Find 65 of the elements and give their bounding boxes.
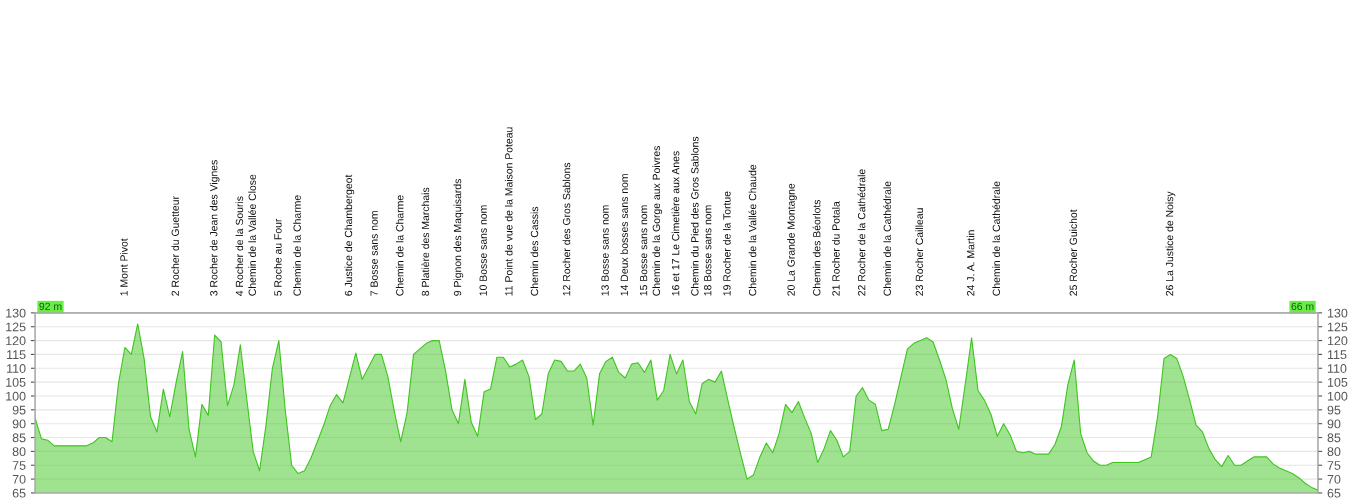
y2-tick-label: 110 — [1327, 364, 1347, 373]
y2-tick-label: 120 — [1327, 336, 1348, 346]
x-tick-label: 14 Deux bosses sans nom — [620, 174, 628, 296]
x-tick-label: 3 Rocher de Jean des Vignes — [209, 160, 220, 296]
y-tick-label: 80 — [12, 447, 26, 457]
x-tick-label: 22 Rocher de la Cathédrale — [857, 169, 866, 296]
text: 92 m — [39, 302, 62, 311]
x-tick-label: Chemin de la Cathédrale — [883, 181, 891, 296]
x-tick-label: 1 Mont Pivot — [120, 238, 128, 296]
y-tick-label: 90 — [12, 419, 26, 429]
x-tick-label: 15 Bosse sans nom — [639, 205, 648, 296]
x-tick-label: Chemin des Béorlots — [812, 199, 821, 296]
y2-tick-label: 75 — [1327, 461, 1341, 470]
y2-tick-label: 115 — [1327, 350, 1347, 360]
x-tick-label: Chemin de la Charme — [293, 195, 301, 296]
x-tick-label: Chemin de la Vallée Chaude — [748, 164, 757, 296]
y-tick-label: 75 — [12, 461, 26, 470]
x-tick-label: 4 Rocher de la Souris — [235, 196, 244, 296]
x-tick-label: Chemin de la Vallée Close — [248, 174, 256, 296]
y2-tick-label: 95 — [1327, 405, 1341, 415]
y-tick-label: 110 — [7, 364, 26, 373]
x-tick-label: 11 Point de vue de la Maison Poteau — [504, 127, 513, 296]
x-tick-label: 25 Rocher Guichot — [1069, 209, 1078, 296]
y2-tick-label: 130 — [1327, 308, 1348, 318]
y2-tick-label: 105 — [1327, 377, 1348, 387]
y-tick-label: 100 — [6, 391, 26, 401]
x-tick-label: 26 La Justice de Noisy — [1165, 191, 1176, 296]
x-tick-label: 12 Rocher des Gros Sablons — [562, 162, 571, 296]
x-tick-label: 18 Bosse sans nom — [704, 205, 712, 296]
x-tick-label: Chemin de la Gorge aux Poivres — [652, 146, 663, 296]
y2-tick-label: 65 — [1327, 488, 1341, 498]
y-tick-label: 125 — [6, 322, 26, 332]
y2-tick-label: 100 — [1327, 391, 1348, 401]
x-tick-label: 5 Roche au Four — [273, 218, 282, 296]
x-tick-label: 9 Pignon des Maquisards — [453, 179, 464, 296]
y-tick-label: 120 — [6, 336, 26, 346]
y2-tick-label: 125 — [1327, 322, 1348, 332]
x-tick-label: 6 Justice de Chambergeot — [344, 174, 355, 296]
y-tick-label: 65 — [12, 488, 26, 498]
y2-tick-label: 70 — [1327, 474, 1341, 484]
x-tick-label: 19 Rocher de la Tortue — [722, 191, 731, 296]
x-tick-label: 16 et 17 Le Cimetière aux Anes — [671, 151, 680, 296]
y-tick-label: 115 — [7, 350, 26, 360]
x-tick-label: 8 Platière des Marchais — [421, 187, 430, 296]
x-tick-label: Chemin du Pied des Gros Sablons — [690, 136, 699, 296]
x-tick-label: 23 Rocher Cailleau — [915, 208, 924, 296]
x-tick-label: Chemin des Cassis — [530, 206, 539, 296]
text: 66 m — [1291, 302, 1314, 311]
y2-tick-label: 90 — [1327, 419, 1341, 429]
x-tick-label: 2 Rocher du Guetteur — [171, 196, 179, 296]
y-tick-label: 70 — [12, 474, 26, 484]
y-tick-label: 105 — [6, 377, 26, 387]
x-tick-label: 24 J. A. Martin — [966, 230, 975, 296]
x-tick-label: 13 Bosse sans nom — [601, 205, 609, 296]
x-tick-label: 21 Rocher du Potala — [832, 201, 840, 296]
y-tick-label: 85 — [12, 433, 26, 443]
x-tick-label: 7 Bosse sans nom — [370, 211, 378, 296]
y2-tick-label: 80 — [1327, 447, 1341, 457]
x-tick-label: Chemin de la Cathédrale — [992, 181, 1001, 296]
x-tick-label: 10 Bosse sans nom — [479, 205, 487, 296]
x-tick-label: 20 La Grande Montagne — [787, 183, 797, 296]
x-tick-label: Chemin de la Charme — [395, 195, 404, 296]
y2-tick-label: 85 — [1327, 433, 1341, 443]
y-tick-label: 95 — [12, 405, 26, 415]
y-tick-label: 130 — [6, 308, 26, 318]
